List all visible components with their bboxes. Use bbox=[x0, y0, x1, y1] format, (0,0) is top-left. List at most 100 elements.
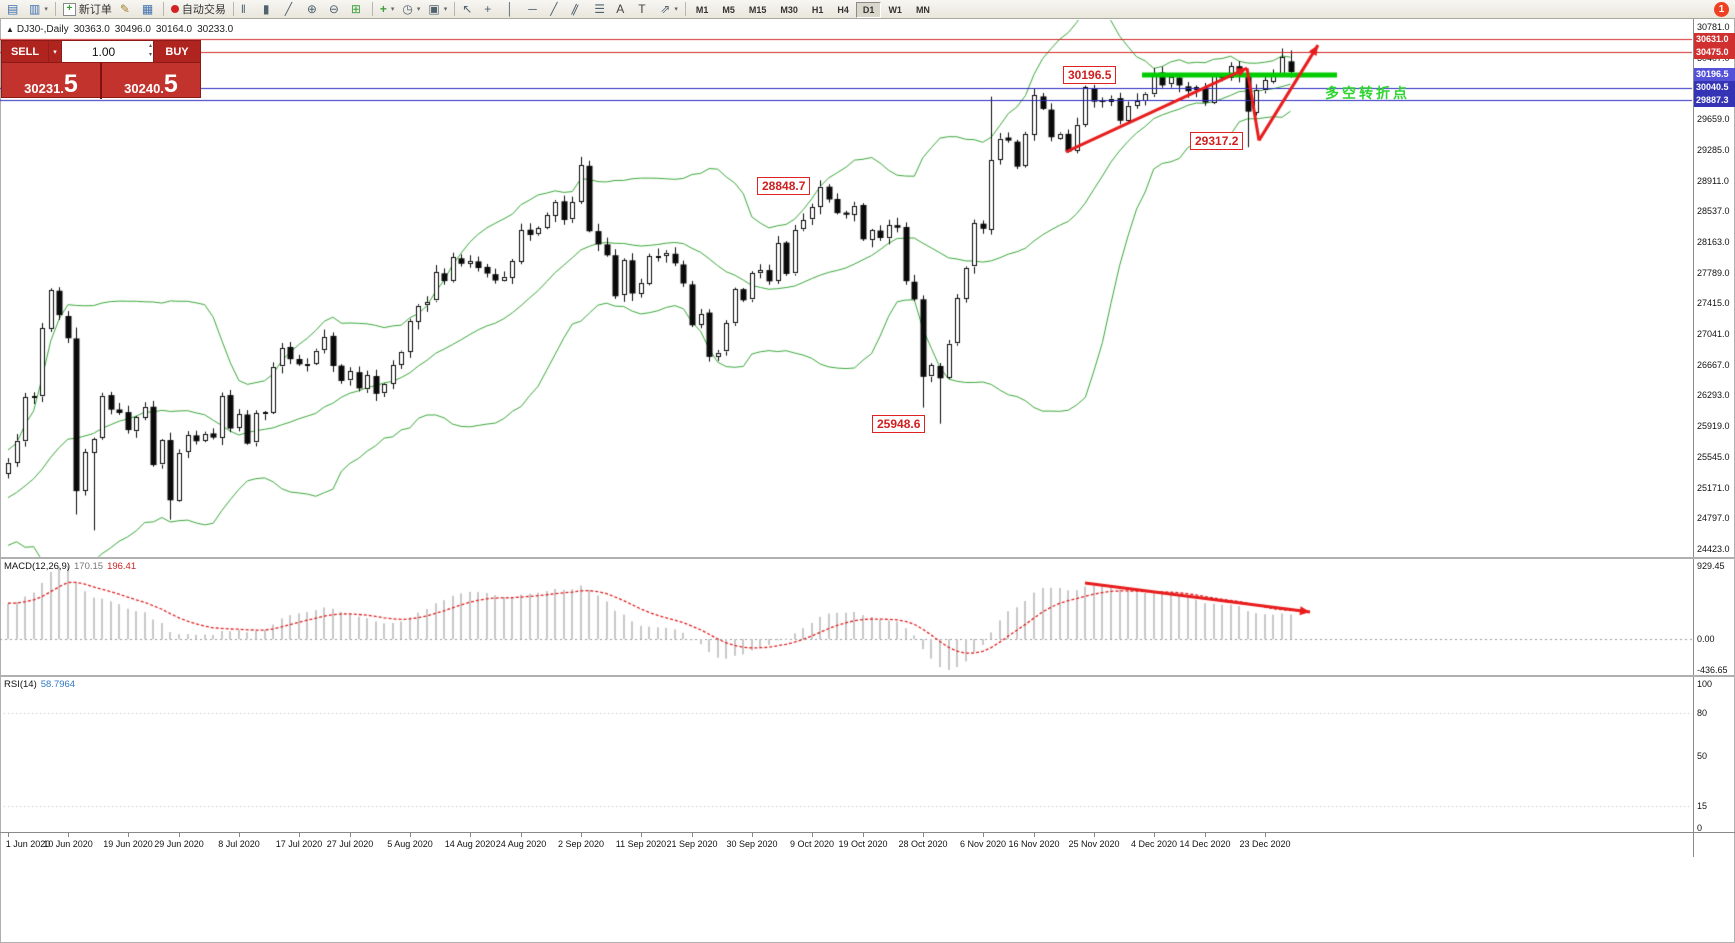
horizontal-line-tool-button[interactable]: ─ bbox=[525, 1, 545, 18]
timeframe-m15[interactable]: M15 bbox=[742, 2, 774, 18]
toolbar-separator bbox=[232, 2, 234, 16]
market-watch-button[interactable]: ▦ bbox=[139, 1, 159, 18]
pencil-icon: ✎ bbox=[119, 1, 130, 16]
time-axis-label: 28 Oct 2020 bbox=[898, 839, 948, 849]
metaeditor-button[interactable]: ✎ bbox=[117, 1, 137, 18]
timeframe-mn[interactable]: MN bbox=[909, 2, 937, 18]
time-axis-label: 21 Sep 2020 bbox=[666, 839, 718, 849]
profiles-icon: ▥ bbox=[29, 1, 41, 16]
volume-spinner[interactable]: ▴ ▾ bbox=[149, 42, 152, 60]
zoom-in-icon: ⊕ bbox=[306, 1, 317, 16]
time-axis-tick bbox=[923, 833, 924, 837]
line-chart-icon: ╱ bbox=[284, 1, 293, 16]
volume-dropdown[interactable]: ▾ bbox=[48, 41, 61, 62]
price-axis-border bbox=[1693, 19, 1694, 857]
fibonacci-icon: ☰ bbox=[594, 1, 606, 16]
chevron-down-icon: ▾ bbox=[44, 6, 48, 13]
add-indicator-button[interactable]: + ▾ bbox=[377, 1, 398, 18]
text-tool-button[interactable]: A bbox=[613, 1, 633, 18]
timeframe-group: M1 M5 M15 M30 H1 H4 D1 W1 MN bbox=[689, 0, 937, 18]
time-axis-tick bbox=[1034, 833, 1035, 837]
macd-name: MACD(12,26,9) bbox=[4, 561, 70, 572]
vertical-line-icon: │ bbox=[506, 1, 514, 16]
vertical-line-tool-button[interactable]: │ bbox=[503, 1, 523, 18]
chevron-down-icon: ▾ bbox=[674, 6, 678, 13]
crosshair-tool-button[interactable]: + bbox=[481, 1, 501, 18]
price-axis-label: 27789.0 bbox=[1697, 267, 1730, 278]
trendline-icon: ╱ bbox=[550, 1, 558, 16]
price-axis-label: 25545.0 bbox=[1697, 451, 1730, 462]
arrows-tool-button[interactable]: ⇗ ▾ bbox=[657, 1, 681, 18]
time-axis-label: 16 Nov 2020 bbox=[1008, 839, 1060, 849]
auto-trading-button[interactable]: 自动交易 bbox=[168, 1, 229, 18]
spinner-up-icon[interactable]: ▴ bbox=[148, 43, 152, 49]
timeframe-m30[interactable]: M30 bbox=[773, 2, 805, 18]
price-note-30196: 30196.5 bbox=[1063, 65, 1117, 84]
toolbar-separator bbox=[684, 2, 686, 16]
price-divider bbox=[100, 63, 102, 99]
candlestick-chart-button[interactable]: ▮ bbox=[260, 1, 280, 18]
timeframe-h4[interactable]: H4 bbox=[830, 2, 856, 18]
price-axis[interactable]: 30781.030407.030033.029659.029285.028911… bbox=[1694, 0, 1735, 943]
time-axis-label: 2 Sep 2020 bbox=[557, 839, 605, 849]
label-tool-button[interactable]: T bbox=[635, 1, 655, 18]
trade-panel-prices: 30231. 5 30240. 5 bbox=[2, 63, 200, 99]
time-axis-label: 29 Jun 2020 bbox=[154, 839, 204, 849]
cursor-icon: ↖ bbox=[462, 1, 473, 16]
profiles-button[interactable]: ▥ ▾ bbox=[26, 1, 51, 18]
price-axis-label: 27041.0 bbox=[1697, 329, 1730, 340]
label-icon: T bbox=[638, 1, 646, 16]
macd-scale-label: -436.65 bbox=[1697, 665, 1728, 675]
cursor-tool-button[interactable]: ↖ bbox=[459, 1, 479, 18]
sell-button[interactable]: SELL bbox=[2, 41, 48, 62]
templates-button[interactable]: ▣ ▾ bbox=[425, 1, 450, 18]
price-axis-label: 25919.0 bbox=[1697, 421, 1730, 432]
new-order-button[interactable]: + 新订单 bbox=[60, 1, 115, 18]
buy-button[interactable]: BUY bbox=[154, 41, 200, 62]
line-chart-button[interactable]: ╱ bbox=[282, 1, 302, 18]
collapse-icon[interactable]: ▲ bbox=[6, 25, 14, 34]
close-value: 30233.0 bbox=[197, 24, 234, 35]
timeframe-w1[interactable]: W1 bbox=[881, 2, 909, 18]
sell-price-frac: 5 bbox=[63, 70, 78, 98]
new-chart-button[interactable]: ▤ bbox=[4, 1, 24, 18]
notification-badge[interactable]: 1 bbox=[1714, 2, 1729, 17]
zoom-in-button[interactable]: ⊕ bbox=[304, 1, 324, 18]
time-axis-tick bbox=[863, 833, 864, 837]
sell-price[interactable]: 30231. 5 bbox=[2, 63, 100, 99]
tile-windows-button[interactable]: ⊞ bbox=[348, 1, 368, 18]
time-axis-tick bbox=[8, 833, 9, 837]
one-click-trading-panel: SELL ▾ ▴▾ BUY 30231.5 30240.5 bbox=[1, 40, 201, 99]
price-badge: 30196.5 bbox=[1694, 68, 1735, 82]
time-axis-tick bbox=[470, 833, 471, 837]
buy-price[interactable]: 30240. 5 bbox=[102, 63, 200, 99]
bar-chart-button[interactable]: ‖ bbox=[238, 1, 258, 18]
time-axis-tick bbox=[641, 833, 642, 837]
time-axis[interactable]: 1 Jun 2020 10 Jun 2020 19 Jun 2020 29 Jun 2… bbox=[0, 833, 1693, 858]
panel-separator[interactable] bbox=[0, 557, 1735, 559]
spinner-down-icon[interactable]: ▾ bbox=[148, 52, 152, 58]
timeframe-m1[interactable]: M1 bbox=[689, 2, 716, 18]
channel-tool-button[interactable]: ∥ bbox=[569, 1, 589, 18]
volume-input[interactable] bbox=[62, 41, 153, 62]
time-axis-tick bbox=[1265, 833, 1266, 837]
panel-separator[interactable] bbox=[0, 675, 1735, 677]
clock-icon: ◷ bbox=[402, 1, 413, 16]
tile-windows-icon: ⊞ bbox=[350, 1, 361, 16]
timeframe-m5[interactable]: M5 bbox=[715, 2, 742, 18]
arrow-shape-icon: ⇗ bbox=[660, 1, 671, 16]
trendline-tool-button[interactable]: ╱ bbox=[547, 1, 567, 18]
time-axis-label: 11 Sep 2020 bbox=[615, 839, 667, 849]
buy-price-frac: 5 bbox=[163, 70, 178, 98]
price-axis-label: 29659.0 bbox=[1697, 114, 1730, 125]
periods-button[interactable]: ◷ ▾ bbox=[399, 1, 423, 18]
rsi-scale-label: 100 bbox=[1697, 679, 1713, 689]
zoom-out-button[interactable]: ⊖ bbox=[326, 1, 346, 18]
timeframe-h1[interactable]: H1 bbox=[805, 2, 831, 18]
fibonacci-tool-button[interactable]: ☰ bbox=[591, 1, 611, 18]
toolbar: ▤ ▥ ▾ + 新订单 ✎ ▦ 自动交易 ‖ ▮ ╱ ⊕ ⊖ ⊞ + ▾ ◷ ▾ ▣ ▾ … bbox=[0, 0, 1735, 19]
price-axis-label: 26293.0 bbox=[1697, 390, 1730, 401]
timeframe-d1[interactable]: D1 bbox=[855, 2, 882, 18]
